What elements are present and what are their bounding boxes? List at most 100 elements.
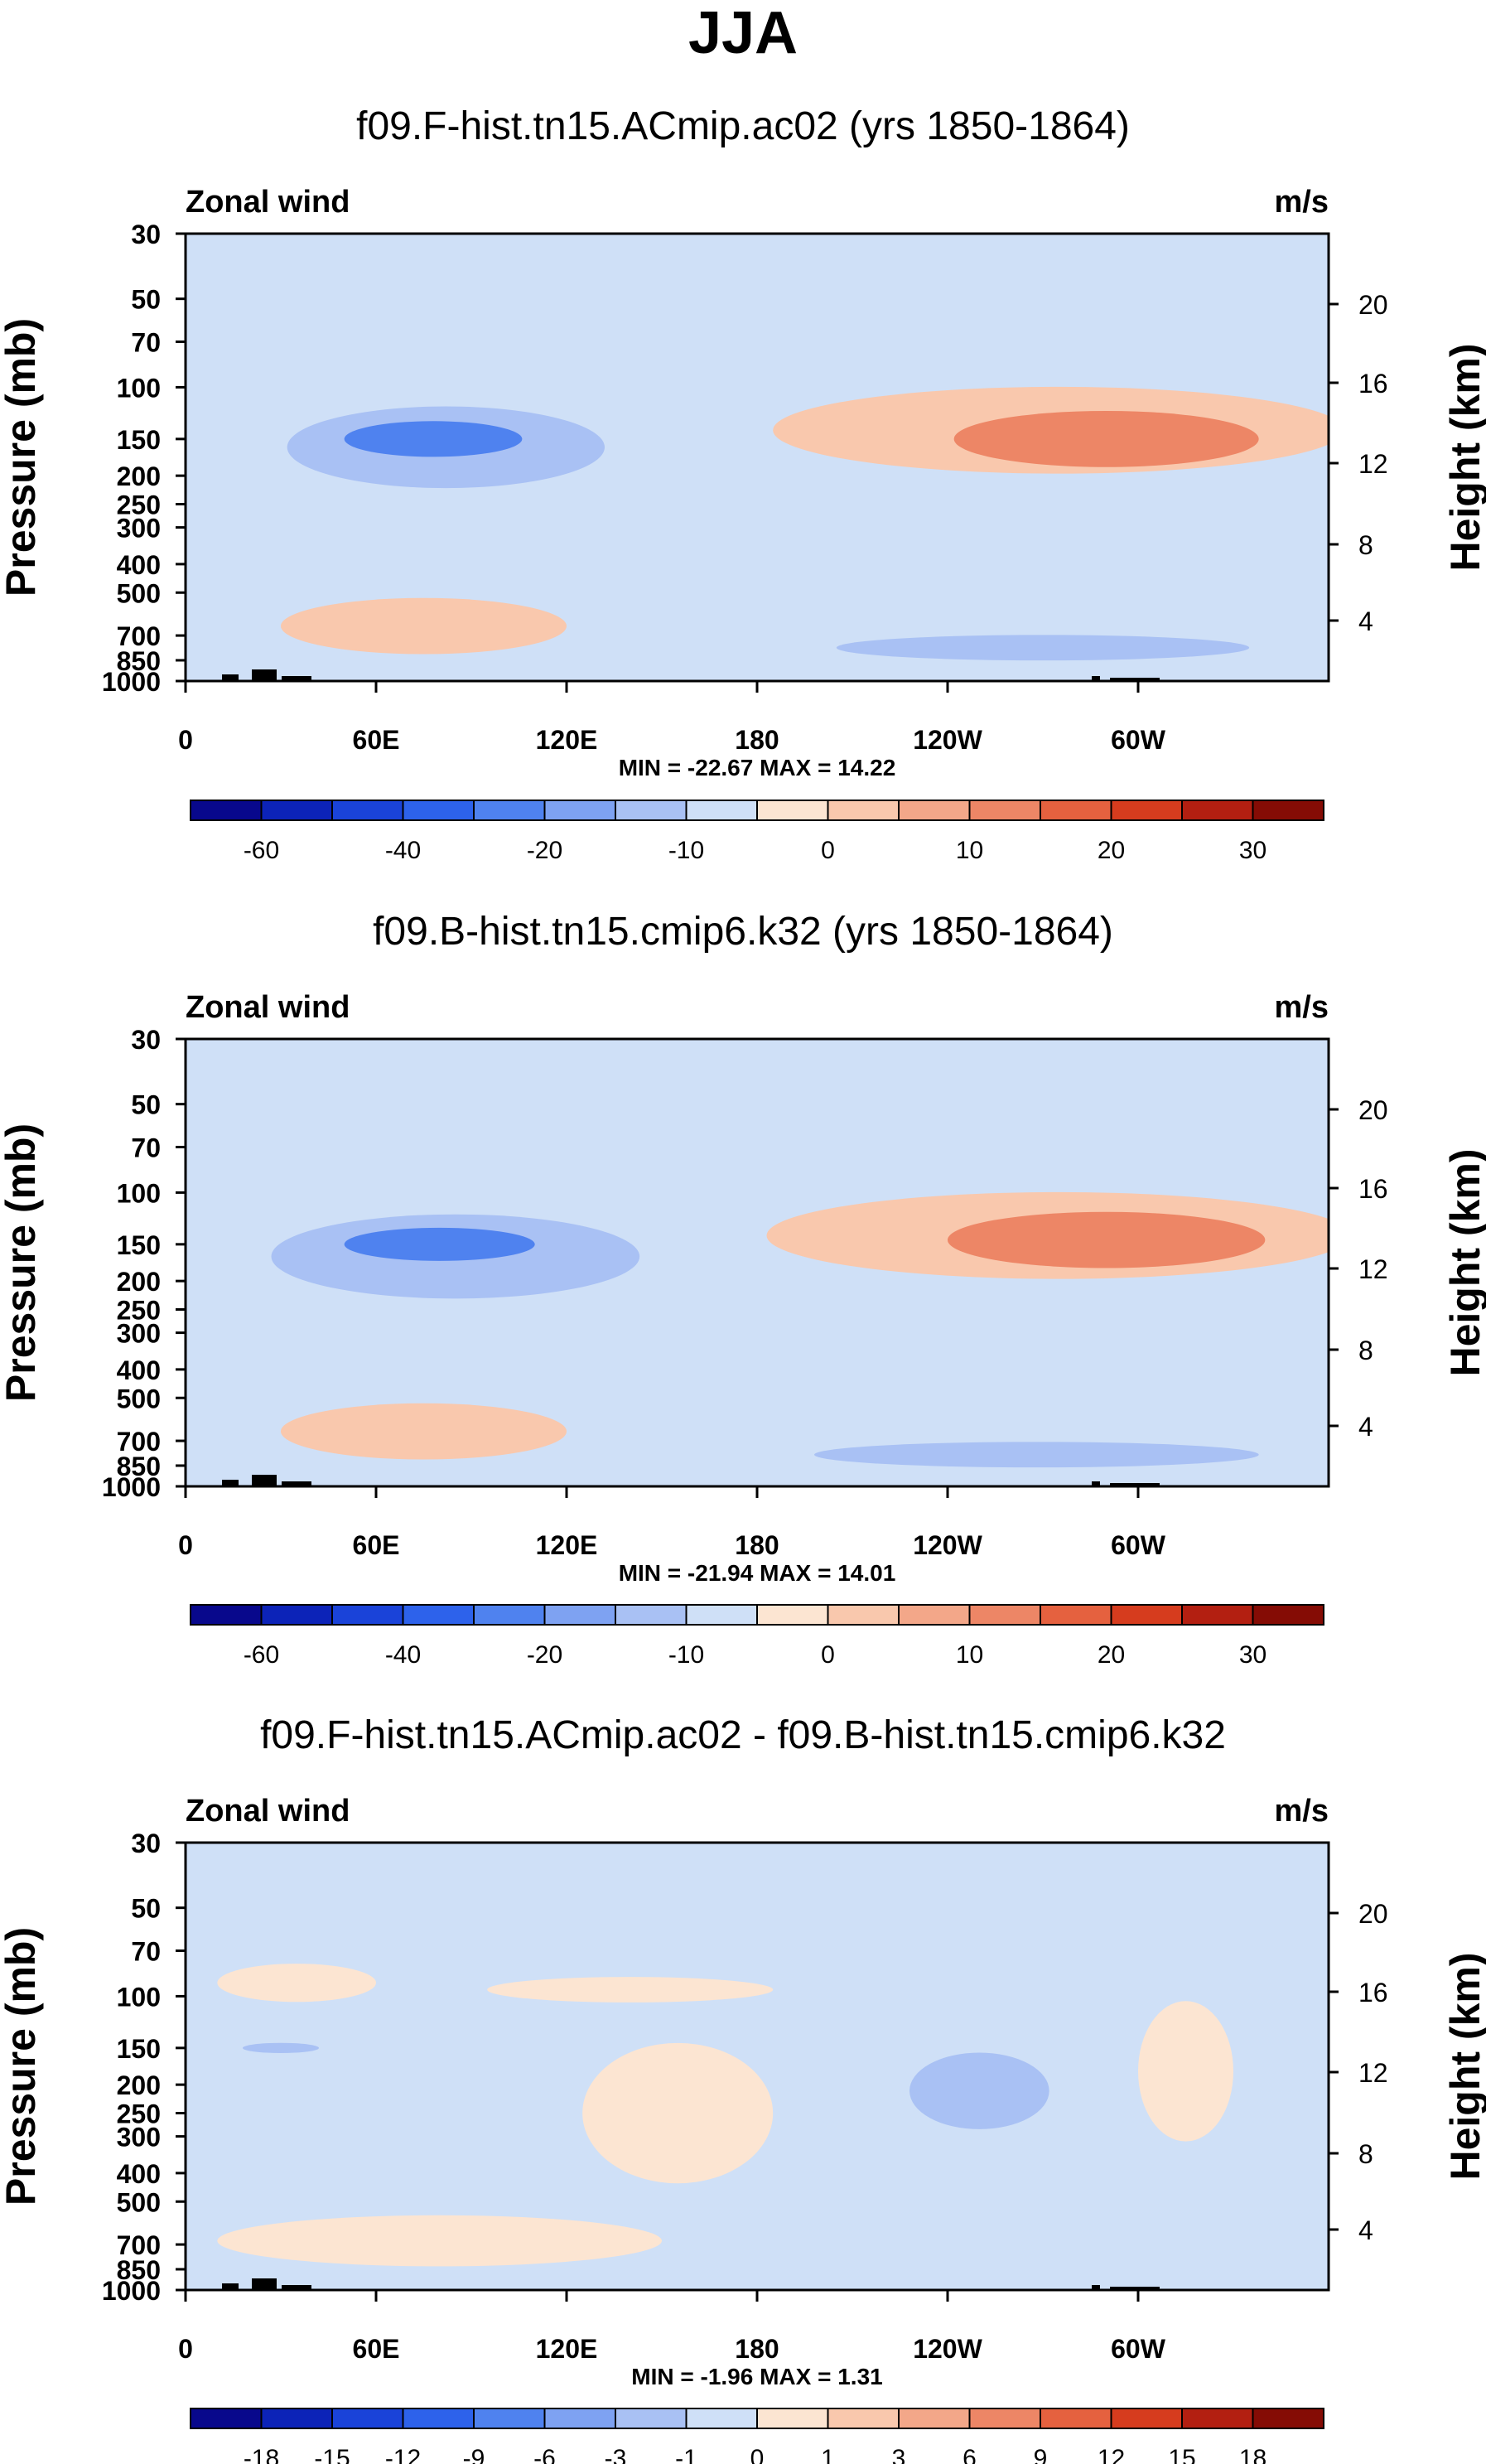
x-tick-label: 180 — [735, 725, 779, 755]
minmax-label: MIN = -22.67 MAX = 14.22 — [619, 755, 896, 780]
pressure-tick-label: 1000 — [102, 1472, 161, 1502]
colorbar-box — [615, 2408, 688, 2429]
colorbar-box — [190, 2408, 263, 2429]
colorbar-box — [190, 1604, 263, 1626]
colorbar-label: 12 — [1098, 2445, 1125, 2464]
colorbar-box — [968, 800, 1041, 821]
x-tick-label: 120W — [913, 1530, 982, 1560]
colorbar-label: 6 — [963, 2445, 977, 2464]
colorbar-box — [827, 1604, 900, 1626]
colorbar: -60 -40 -20 -10 0 10 20 30 — [190, 800, 1324, 864]
colorbar-box — [756, 2408, 829, 2429]
y-axis-label-left: Pressure (mb) — [0, 1927, 44, 2206]
x-tick-label: 0 — [178, 2334, 193, 2364]
colorbar-label: 9 — [1034, 2445, 1048, 2464]
height-tick-label: 20 — [1358, 290, 1388, 320]
colorbar-label: -20 — [527, 837, 562, 864]
pressure-tick-label: 150 — [117, 1230, 161, 1260]
minmax-label: MIN = -1.96 MAX = 1.31 — [631, 2364, 882, 2389]
colorbar-label: -40 — [385, 837, 421, 864]
minmax-label: MIN = -21.94 MAX = 14.01 — [619, 1560, 896, 1586]
colorbar-box — [1181, 1604, 1254, 1626]
height-tick-label: 8 — [1358, 2139, 1373, 2169]
y-axis-label-left: Pressure (mb) — [0, 1123, 44, 1402]
terrain-block — [252, 669, 277, 681]
y-axis-label-right: Height (km) — [1442, 1149, 1486, 1377]
x-tick-label: 0 — [178, 1530, 193, 1560]
pressure-tick-label: 150 — [117, 2034, 161, 2064]
variable-label: Zonal wind — [186, 185, 350, 220]
colorbar-box — [473, 800, 546, 821]
terrain-block — [1092, 676, 1100, 681]
height-tick-label: 4 — [1358, 606, 1373, 636]
colorbar-label: 30 — [1239, 1641, 1266, 1669]
colorbar-box — [260, 800, 333, 821]
pressure-tick-label: 300 — [117, 1319, 161, 1349]
colorbar-label: 10 — [956, 837, 983, 864]
plot-area — [186, 1843, 1329, 2290]
pressure-tick-label: 250 — [117, 2099, 161, 2129]
contour-region — [953, 410, 1259, 467]
contour-region — [836, 635, 1250, 661]
colorbar-label: 30 — [1239, 837, 1266, 864]
pressure-tick-label: 300 — [117, 2123, 161, 2152]
terrain-block — [252, 1475, 277, 1486]
colorbar-box — [898, 1604, 971, 1626]
terrain-block — [1110, 1483, 1160, 1486]
colorbar-label: 1 — [821, 2445, 835, 2464]
panel-1: f09.F-hist.tn15.ACmip.ac02 (yrs 1850-186… — [0, 104, 1486, 864]
terrain-block — [222, 2283, 239, 2290]
panel-2: f09.B-hist.tn15.cmip6.k32 (yrs 1850-1864… — [0, 910, 1486, 1669]
pressure-tick-label: 100 — [117, 373, 161, 403]
pressure-tick-label: 70 — [131, 327, 161, 357]
colorbar-label: -60 — [244, 1641, 279, 1669]
height-tick-label: 16 — [1358, 369, 1388, 399]
height-tick-label: 16 — [1358, 1978, 1388, 2007]
x-tick-label: 60W — [1111, 2334, 1166, 2364]
contour-region — [243, 2042, 319, 2054]
colorbar-label: 0 — [821, 837, 835, 864]
colorbar-box — [1181, 2408, 1254, 2429]
contour-region — [344, 421, 523, 457]
pressure-tick-label: 850 — [117, 646, 161, 676]
colorbar-label: 0 — [821, 1641, 835, 1669]
pressure-tick-label: 150 — [117, 425, 161, 455]
colorbar-box — [331, 800, 404, 821]
colorbar-box — [543, 1604, 616, 1626]
pressure-tick-label: 700 — [117, 621, 161, 651]
colorbar-box — [543, 2408, 616, 2429]
terrain — [222, 669, 1160, 681]
pressure-tick-label: 1000 — [102, 2276, 161, 2306]
colorbar-box — [1110, 1604, 1183, 1626]
contour-region — [909, 2052, 1049, 2129]
colorbar-box — [1040, 2408, 1112, 2429]
colorbar-box — [1252, 2408, 1324, 2429]
colorbar-box — [1252, 1604, 1324, 1626]
pressure-tick-label: 100 — [117, 1982, 161, 2012]
colorbar-box — [402, 2408, 475, 2429]
pressure-tick-label: 850 — [117, 1452, 161, 1481]
colorbar-label: 18 — [1239, 2445, 1266, 2464]
units-label: m/s — [1275, 185, 1329, 220]
colorbar-label: 3 — [892, 2445, 906, 2464]
panel-3: f09.F-hist.tn15.ACmip.ac02 - f09.B-hist.… — [0, 1713, 1486, 2464]
pressure-tick-label: 70 — [131, 1133, 161, 1162]
pressure-tick-label: 30 — [131, 1829, 161, 1858]
colorbar-label: 15 — [1168, 2445, 1195, 2464]
x-tick-label: 60W — [1111, 1530, 1166, 1560]
terrain — [222, 1475, 1160, 1486]
colorbar-label: 20 — [1098, 1641, 1125, 1669]
colorbar-label: -40 — [385, 1641, 421, 1669]
x-tick-label: 120W — [913, 2334, 982, 2364]
pressure-tick-label: 100 — [117, 1178, 161, 1208]
colorbar-box — [1252, 800, 1324, 821]
terrain — [222, 2278, 1160, 2290]
y-axis-label-left: Pressure (mb) — [0, 318, 44, 597]
terrain-block — [1092, 2285, 1100, 2290]
colorbar-box — [331, 1604, 404, 1626]
x-tick-label: 180 — [735, 2334, 779, 2364]
units-label: m/s — [1275, 990, 1329, 1025]
height-tick-label: 16 — [1358, 1174, 1388, 1204]
colorbar-label: -1 — [675, 2445, 697, 2464]
